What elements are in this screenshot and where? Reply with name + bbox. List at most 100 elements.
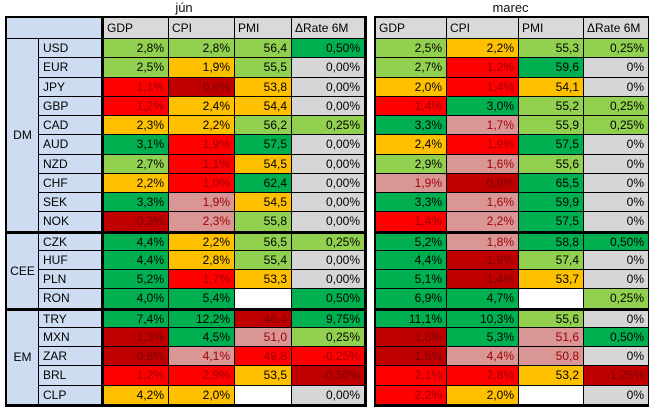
marec-NZD-cpi-cell[interactable]: 1,6% [447,154,519,174]
jun-SEK-pmi-cell[interactable]: 54,5 [235,193,292,213]
jun-NZD-gdp-cell[interactable]: 2,7% [102,154,169,174]
jun-TRY-pmi-cell[interactable]: 46,4 [235,308,292,328]
marec-PLN-rate-cell[interactable]: 0% [584,270,649,290]
row-label-NZD[interactable]: NZD [39,154,102,174]
marec-NOK-gdp-cell[interactable]: 1,4% [376,212,447,232]
jun-CHF-rate-cell[interactable]: 0,00% [292,173,365,193]
jun-GBP-cpi-cell[interactable]: 2,4% [169,96,235,116]
jun-SEK-cpi-cell[interactable]: 1,9% [169,193,235,213]
marec-PLN-pmi-cell[interactable]: 53,7 [519,270,584,290]
marec-CHF-rate-cell[interactable]: 0% [584,173,649,193]
jun-CAD-rate-cell[interactable]: 0,25% [292,116,365,136]
marec-ZAR-gdp-cell[interactable]: 1,5% [376,347,447,367]
marec-JPY-cpi-cell[interactable]: 1,4% [447,77,519,97]
jun-CAD-cpi-cell[interactable]: 2,2% [169,116,235,136]
jun-NOK-cpi-cell[interactable]: 2,3% [169,212,235,232]
jun-EUR-rate-cell[interactable]: 0,00% [292,58,365,78]
row-label-USD[interactable]: USD [39,39,102,59]
marec-JPY-rate-cell[interactable]: 0% [584,77,649,97]
marec-EUR-cpi-cell[interactable]: 1,2% [447,58,519,78]
marec-CLP-gdp-cell[interactable]: 2,2% [376,385,447,405]
table-corner-cell[interactable] [7,18,102,39]
jun-PLN-cpi-cell[interactable]: 1,7% [169,270,235,290]
marec-HUF-pmi-cell[interactable]: 57,4 [519,250,584,270]
row-label-NOK[interactable]: NOK [39,212,102,232]
jun-GBP-pmi-cell[interactable]: 54,4 [235,96,292,116]
jun-BRL-rate-cell[interactable]: -0,50% [292,366,365,386]
marec-TRY-pmi-cell[interactable]: 55,6 [519,308,584,328]
row-label-ZAR[interactable]: ZAR [39,347,102,367]
marec-BRL-rate-cell[interactable]: -1,25% [584,366,649,386]
group-label-EM[interactable]: EM [7,308,39,405]
marec-USD-rate-cell[interactable]: 0,25% [584,39,649,59]
jun-CLP-gdp-cell[interactable]: 4,2% [102,385,169,405]
marec-CAD-rate-cell[interactable]: 0,25% [584,116,649,136]
jun-BRL-pmi-cell[interactable]: 53,5 [235,366,292,386]
marec-SEK-rate-cell[interactable]: 0% [584,193,649,213]
jun-ZAR-cpi-cell[interactable]: 4,1% [169,347,235,367]
jun-NOK-rate-cell[interactable]: 0,00% [292,212,365,232]
jun-PLN-gdp-cell[interactable]: 5,2% [102,270,169,290]
jun-NZD-rate-cell[interactable]: 0,00% [292,154,365,174]
jun-MXN-gdp-cell[interactable]: 1,3% [102,327,169,347]
jun-BRL-gdp-cell[interactable]: 1,2% [102,366,169,386]
row-label-SEK[interactable]: SEK [39,193,102,213]
jun-ZAR-rate-cell[interactable]: -0,25% [292,347,365,367]
marec-MXN-cpi-cell[interactable]: 5,3% [447,327,519,347]
marec-NOK-cpi-cell[interactable]: 2,2% [447,212,519,232]
jun-CLP-rate-cell[interactable]: 0,00% [292,385,365,405]
row-label-CAD[interactable]: CAD [39,116,102,136]
jun-GBP-gdp-cell[interactable]: 1,2% [102,96,169,116]
marec-AUD-gdp-cell[interactable]: 2,4% [376,135,447,155]
jun-CZK-cpi-cell[interactable]: 2,2% [169,231,235,251]
jun-SEK-gdp-cell[interactable]: 3,3% [102,193,169,213]
marec-NZD-pmi-cell[interactable]: 55,6 [519,154,584,174]
marec-USD-gdp-cell[interactable]: 2,5% [376,39,447,59]
jun-PLN-rate-cell[interactable]: 0,00% [292,270,365,290]
jun-CAD-pmi-cell[interactable]: 56,2 [235,116,292,136]
marec-HUF-cpi-cell[interactable]: 1,9% [447,250,519,270]
jun-RON-pmi-cell[interactable] [235,289,292,309]
jun-CAD-gdp-cell[interactable]: 2,3% [102,116,169,136]
marec-header-cpi[interactable]: CPI [447,18,519,39]
marec-AUD-rate-cell[interactable]: 0% [584,135,649,155]
marec-NZD-gdp-cell[interactable]: 2,9% [376,154,447,174]
marec-SEK-cpi-cell[interactable]: 1,6% [447,193,519,213]
marec-TRY-cpi-cell[interactable]: 10,3% [447,308,519,328]
marec-CAD-pmi-cell[interactable]: 55,9 [519,116,584,136]
jun-CLP-pmi-cell[interactable] [235,385,292,405]
jun-NOK-pmi-cell[interactable]: 55,8 [235,212,292,232]
jun-AUD-rate-cell[interactable]: 0,00% [292,135,365,155]
row-label-CZK[interactable]: CZK [39,231,102,251]
jun-RON-rate-cell[interactable]: 0,50% [292,289,365,309]
marec-NOK-rate-cell[interactable]: 0% [584,212,649,232]
row-label-RON[interactable]: RON [39,289,102,309]
marec-MXN-rate-cell[interactable]: 0,50% [584,327,649,347]
marec-TRY-gdp-cell[interactable]: 11,1% [376,308,447,328]
group-label-DM[interactable]: DM [7,39,39,232]
jun-RON-cpi-cell[interactable]: 5,4% [169,289,235,309]
marec-CHF-cpi-cell[interactable]: 0,6% [447,173,519,193]
jun-CZK-pmi-cell[interactable]: 56,5 [235,231,292,251]
jun-MXN-pmi-cell[interactable]: 51,0 [235,327,292,347]
jun-HUF-gdp-cell[interactable]: 4,4% [102,250,169,270]
marec-CZK-pmi-cell[interactable]: 58,8 [519,231,584,251]
jun-RON-gdp-cell[interactable]: 4,0% [102,289,169,309]
marec-GBP-cpi-cell[interactable]: 3,0% [447,96,519,116]
jun-USD-gdp-cell[interactable]: 2,8% [102,39,169,59]
marec-GBP-rate-cell[interactable]: 0,25% [584,96,649,116]
row-label-HUF[interactable]: HUF [39,250,102,270]
jun-header-rate[interactable]: ΔRate 6M [292,18,365,39]
marec-NOK-pmi-cell[interactable]: 57,5 [519,212,584,232]
row-label-EUR[interactable]: EUR [39,58,102,78]
marec-MXN-pmi-cell[interactable]: 51,6 [519,327,584,347]
jun-SEK-rate-cell[interactable]: 0,00% [292,193,365,213]
marec-CZK-gdp-cell[interactable]: 5,2% [376,231,447,251]
group-label-CEE[interactable]: CEE [7,231,39,309]
marec-CAD-cpi-cell[interactable]: 1,7% [447,116,519,136]
row-label-TRY[interactable]: TRY [39,308,102,328]
marec-AUD-cpi-cell[interactable]: 1,9% [447,135,519,155]
marec-USD-cpi-cell[interactable]: 2,2% [447,39,519,59]
marec-RON-cpi-cell[interactable]: 4,7% [447,289,519,309]
marec-AUD-pmi-cell[interactable]: 57,5 [519,135,584,155]
